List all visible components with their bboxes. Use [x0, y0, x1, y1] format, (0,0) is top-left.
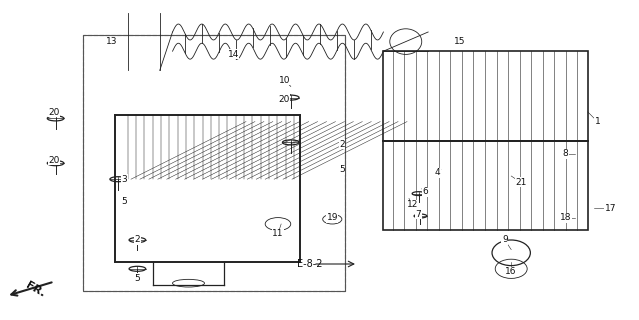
Text: 7: 7: [416, 210, 421, 219]
Bar: [83, 35, 345, 291]
Text: 20: 20: [49, 108, 60, 116]
Text: 20: 20: [49, 156, 60, 164]
Text: 18: 18: [560, 213, 571, 222]
Text: 20: 20: [279, 95, 290, 104]
Bar: [83, 35, 345, 291]
Text: 3: 3: [122, 175, 127, 184]
Text: 19: 19: [327, 213, 338, 222]
Bar: [383, 51, 588, 141]
Bar: [383, 141, 588, 230]
Text: 13: 13: [106, 37, 118, 46]
Text: 10: 10: [279, 76, 290, 84]
Text: 8: 8: [563, 149, 568, 158]
Text: 14: 14: [227, 50, 239, 59]
Text: 9: 9: [502, 236, 507, 244]
Text: 11: 11: [272, 229, 284, 238]
Text: 21: 21: [515, 178, 527, 187]
Text: 15: 15: [454, 37, 466, 46]
Bar: [115, 115, 300, 262]
Text: 4: 4: [435, 168, 440, 177]
Text: 1: 1: [595, 117, 600, 126]
Text: 5: 5: [339, 165, 344, 174]
Text: 5: 5: [135, 274, 140, 283]
Text: 2: 2: [135, 236, 140, 244]
Text: 12: 12: [406, 200, 418, 209]
Text: E-8-2: E-8-2: [297, 259, 323, 269]
Text: 5: 5: [122, 197, 127, 206]
Text: 6: 6: [422, 188, 427, 196]
Text: 16: 16: [505, 268, 517, 276]
Text: 17: 17: [604, 204, 616, 212]
Text: 2: 2: [339, 140, 344, 148]
Text: FR.: FR.: [24, 280, 47, 299]
